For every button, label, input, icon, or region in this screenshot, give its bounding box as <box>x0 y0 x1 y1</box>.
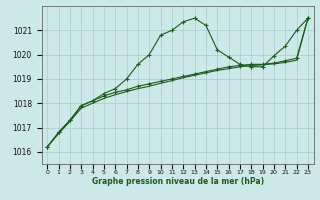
X-axis label: Graphe pression niveau de la mer (hPa): Graphe pression niveau de la mer (hPa) <box>92 177 264 186</box>
